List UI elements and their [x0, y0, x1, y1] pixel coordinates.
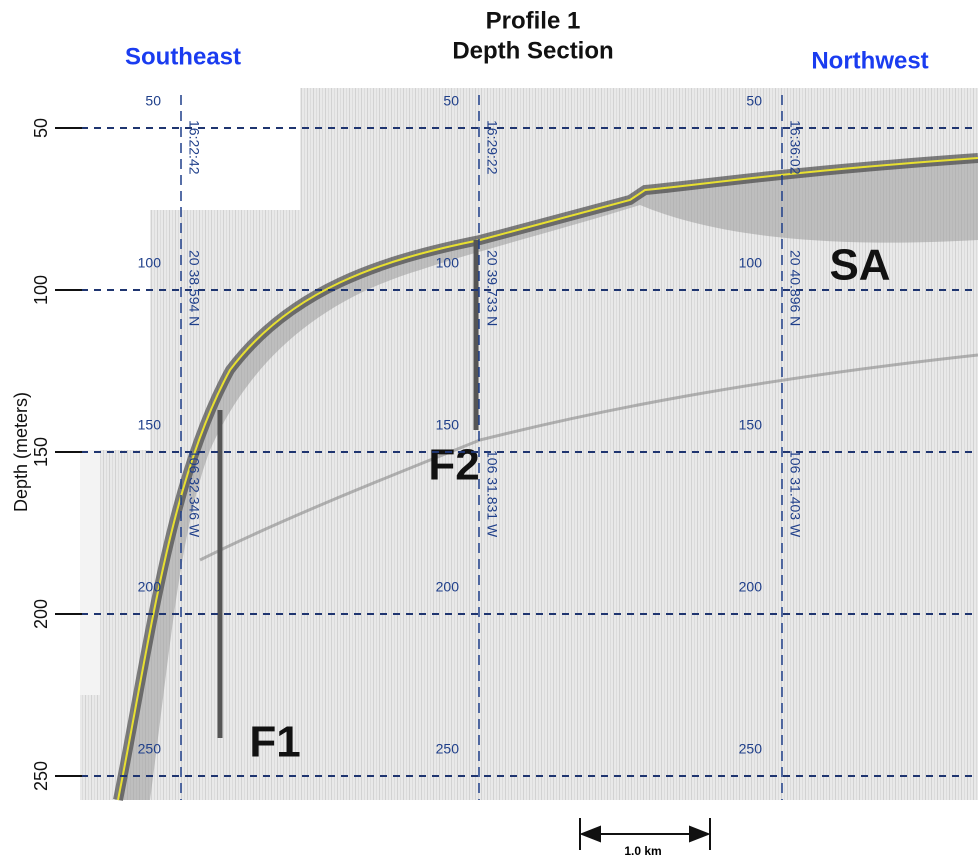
- direction-label: Northwest: [811, 47, 928, 74]
- fix-depth-label: 200: [739, 579, 763, 595]
- fix-label: 16:36:02: [787, 120, 803, 175]
- profile-image: [80, 88, 978, 800]
- y-tick-label: 200: [31, 599, 51, 629]
- fix-label: 106 32.346 W: [186, 450, 202, 538]
- y-tick-label: 100: [31, 275, 51, 305]
- title-line: Depth Section: [452, 37, 613, 64]
- title-line: Profile 1: [486, 7, 581, 34]
- y-tick-label: 250: [31, 761, 51, 791]
- fix-label: 20 40.896 N: [787, 250, 803, 326]
- fix-depth-label: 150: [138, 417, 162, 433]
- y-axis-label: Depth (meters): [11, 392, 31, 512]
- fix-depth-label: 250: [138, 741, 162, 757]
- direction-label: Southeast: [125, 43, 241, 70]
- fix-depth-label: 100: [138, 255, 162, 271]
- annotation: F2: [428, 441, 479, 490]
- fix-depth-label: 200: [138, 579, 162, 595]
- fix-label: 16:29:22: [484, 120, 500, 175]
- scale-label: 1.0 km: [624, 844, 661, 858]
- annotation: F1: [249, 718, 300, 767]
- y-tick-label: 50: [31, 118, 51, 138]
- fix-label: 20 39.733 N: [484, 250, 500, 326]
- figure: Profile 1 Depth Section Southeast Northw…: [0, 0, 978, 858]
- fix-depth-label: 200: [436, 579, 460, 595]
- fix-depth-label: 100: [739, 255, 763, 271]
- fix-depth-label: 250: [436, 741, 460, 757]
- annotation: SA: [829, 241, 890, 290]
- y-tick-label: 150: [31, 437, 51, 467]
- fix-depth-label: 250: [739, 741, 763, 757]
- fix-depth-label: 50: [145, 93, 161, 109]
- fix-label: 106 31.831 W: [484, 450, 500, 538]
- fix-depth-label: 50: [443, 93, 459, 109]
- fix-depth-label: 50: [746, 93, 762, 109]
- fix-label: 106 31.403 W: [787, 450, 803, 538]
- fix-depth-label: 150: [436, 417, 460, 433]
- fix-label: 20 38.594 N: [186, 250, 202, 326]
- fix-depth-label: 100: [436, 255, 460, 271]
- fix-depth-label: 150: [739, 417, 763, 433]
- fix-label: 16:22:42: [186, 120, 202, 175]
